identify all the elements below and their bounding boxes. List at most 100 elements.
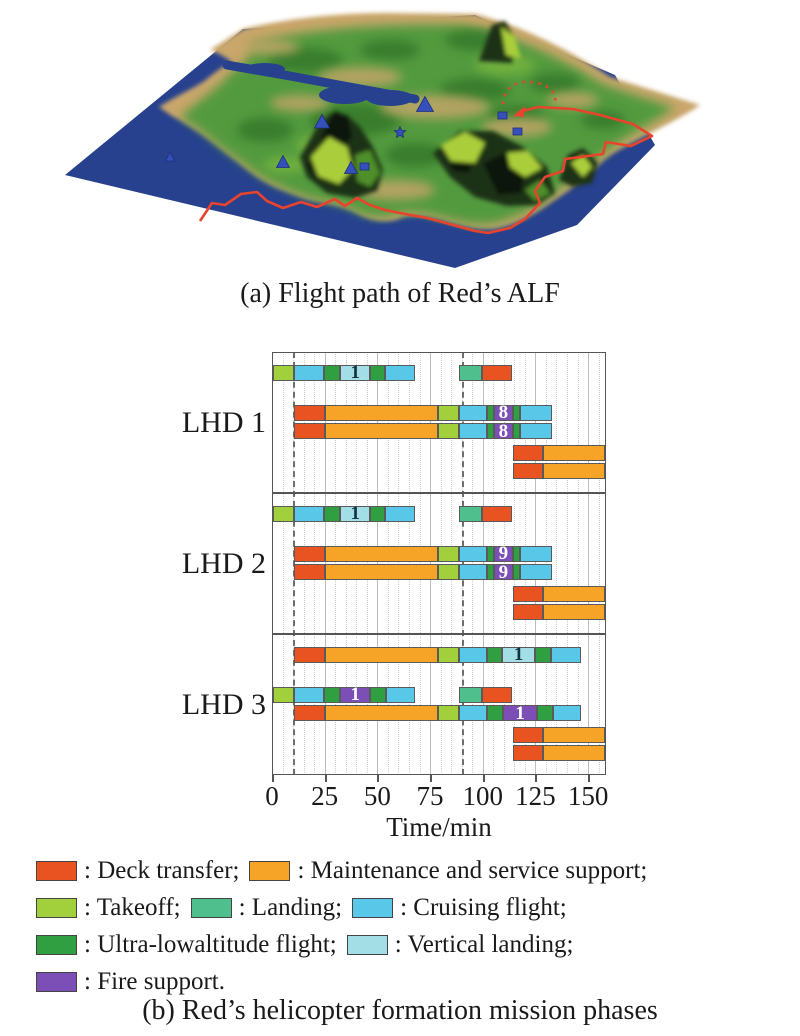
segment-cruise	[385, 364, 416, 381]
segment-landing	[459, 505, 483, 522]
legend-swatch-maint	[249, 860, 291, 881]
segment-deck	[512, 586, 544, 603]
segment-cruise	[459, 646, 487, 663]
segment-fire: 9	[493, 543, 513, 565]
segment-vertland: 1	[502, 644, 535, 666]
mountain-right	[433, 131, 555, 206]
x-tick-label: 25	[311, 781, 339, 811]
x-tick-label: 100	[462, 781, 503, 811]
y-axis-label: LHD 3	[181, 687, 266, 721]
segment-ultralow	[486, 646, 503, 663]
gridline-minor	[335, 352, 337, 775]
segment-cruise	[520, 564, 552, 581]
legend-text-cruise: : Cruising flight;	[400, 894, 567, 921]
segment-deck	[482, 686, 512, 703]
legend-item-ultralow: : Ultra-lowaltitude flight;	[36, 932, 337, 957]
x-tick-label: 0	[265, 781, 279, 811]
segment-label: 9	[498, 543, 509, 565]
segment-maint	[543, 445, 605, 462]
segment-deck	[512, 727, 544, 744]
segment-cruise	[386, 686, 416, 703]
segment-cruise	[552, 705, 581, 722]
gridline-minor	[503, 352, 505, 775]
segment-fire: 8	[493, 402, 513, 424]
x-tick-mark	[535, 775, 538, 782]
segment-ultralow	[512, 564, 521, 581]
segment-cruise	[293, 364, 325, 381]
segment-maint	[543, 463, 605, 480]
unit-marker-triangle-icon	[415, 95, 435, 112]
x-tick-mark	[377, 775, 380, 782]
segment-cruise	[459, 404, 487, 421]
gridline-minor	[567, 352, 569, 775]
segment-label: 9	[498, 561, 509, 583]
terrain-map	[65, 13, 700, 268]
legend-text-takeoff: : Takeoff;	[84, 894, 181, 921]
gridline-minor	[556, 352, 558, 775]
gridline-minor	[419, 352, 421, 775]
panel-lhd-3: 1 1 1	[272, 634, 606, 775]
segment-cruise	[459, 545, 487, 562]
unit-marker-square-icon	[359, 162, 370, 171]
gridline-minor	[440, 352, 442, 775]
segment-maint	[325, 564, 439, 581]
gridline-minor	[314, 352, 316, 775]
unit-marker-star-icon	[393, 125, 407, 139]
segment-label: 1	[350, 362, 360, 384]
segment-label: 8	[498, 402, 509, 424]
segment-cruise	[550, 646, 581, 663]
segment-ultralow	[512, 404, 521, 421]
legend-item-landing: : Landing;	[190, 895, 342, 920]
x-tick-label: 75	[416, 781, 444, 811]
segment-maint	[325, 404, 439, 421]
x-tick-mark	[272, 775, 274, 782]
legend-swatch-landing	[190, 897, 232, 918]
segment-ultralow	[486, 423, 494, 440]
dashed-guide	[293, 352, 296, 775]
unit-marker-square-icon	[512, 127, 523, 136]
segment-landing	[459, 686, 483, 703]
gridline-major	[377, 352, 379, 775]
legend-item-cruise: : Cruising flight;	[352, 895, 567, 920]
segment-ultralow	[324, 505, 341, 522]
segment-takeoff	[438, 545, 460, 562]
legend-text-ultralow: : Ultra-lowaltitude flight;	[84, 931, 337, 958]
segment-takeoff	[438, 564, 460, 581]
legend-item-maint: : Maintenance and service support;	[249, 858, 647, 883]
segment-label: 8	[498, 420, 509, 442]
segment-takeoff	[273, 505, 294, 522]
x-tick-label: 150	[567, 781, 609, 811]
segment-maint	[325, 646, 439, 663]
gridline-minor	[598, 352, 600, 775]
legend-swatch-ultralow	[36, 934, 77, 955]
segment-cruise	[293, 686, 325, 703]
unit-marker-triangle-icon	[275, 154, 291, 168]
segment-cruise	[459, 564, 487, 581]
gridline-major	[324, 352, 326, 775]
segment-takeoff	[438, 646, 460, 663]
gridline-minor	[472, 352, 474, 775]
unit-marker-triangle-icon	[313, 113, 331, 129]
segment-ultralow	[486, 705, 504, 722]
segment-ultralow	[512, 423, 521, 440]
segment-takeoff	[438, 404, 460, 421]
segment-fire: 8	[493, 420, 513, 442]
legend-item-fire: : Fire support.	[36, 969, 225, 994]
segment-label: 1	[513, 644, 524, 666]
gridline-minor	[398, 352, 400, 775]
mountain-top-peak	[479, 21, 521, 63]
legend-text-maint: : Maintenance and service support;	[297, 857, 648, 884]
segment-ultralow	[486, 404, 494, 421]
segment-takeoff	[438, 423, 460, 440]
segment-cruise	[459, 705, 487, 722]
gridline-major	[482, 352, 484, 775]
segment-maint	[325, 423, 439, 440]
segment-deck	[512, 604, 544, 621]
segment-cruise	[520, 423, 552, 440]
segment-takeoff	[438, 705, 460, 722]
legend-swatch-cruise	[352, 897, 394, 918]
segment-deck	[512, 745, 544, 762]
inlet	[222, 60, 420, 106]
legend-row: : Ultra-lowaltitude flight;: Vertical la…	[36, 926, 792, 963]
